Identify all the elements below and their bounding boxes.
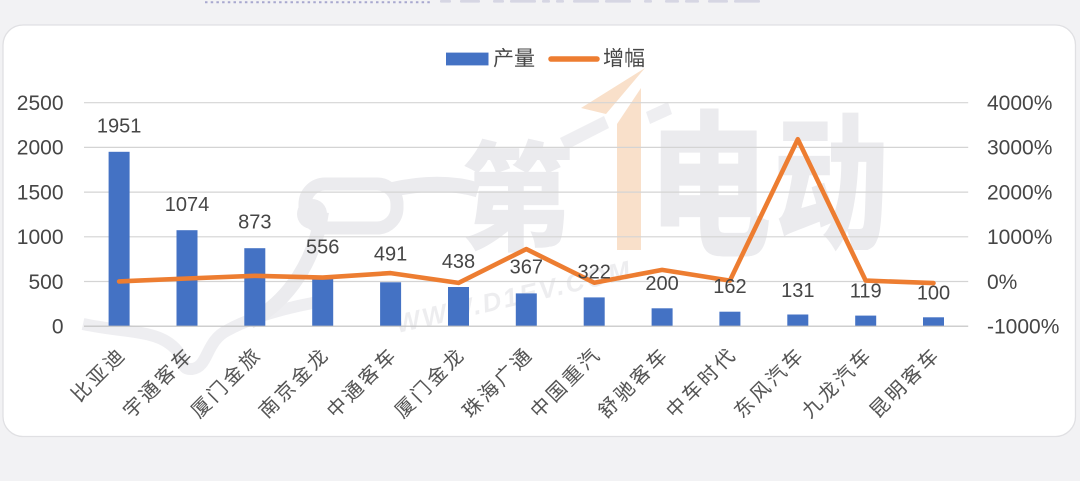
svg-text:491: 491 bbox=[374, 244, 407, 266]
svg-text:162: 162 bbox=[713, 276, 746, 298]
svg-text:200: 200 bbox=[645, 273, 678, 295]
svg-text:119: 119 bbox=[850, 281, 882, 303]
svg-text:-1000%: -1000% bbox=[987, 316, 1059, 339]
svg-text:1951: 1951 bbox=[97, 116, 142, 138]
svg-text:0: 0 bbox=[52, 316, 64, 339]
svg-text:0%: 0% bbox=[987, 271, 1017, 294]
svg-text:1500: 1500 bbox=[17, 181, 64, 204]
svg-text:3000%: 3000% bbox=[987, 137, 1052, 160]
svg-text:873: 873 bbox=[238, 212, 271, 234]
svg-text:1000%: 1000% bbox=[987, 226, 1052, 249]
svg-text:2000%: 2000% bbox=[987, 181, 1052, 204]
svg-text:100: 100 bbox=[917, 282, 950, 304]
svg-text:1074: 1074 bbox=[165, 194, 210, 216]
svg-text:1000: 1000 bbox=[17, 226, 64, 249]
svg-text:2000: 2000 bbox=[17, 137, 64, 160]
svg-text:438: 438 bbox=[442, 251, 475, 273]
svg-text:556: 556 bbox=[306, 237, 339, 259]
svg-text:367: 367 bbox=[510, 256, 543, 278]
svg-text:4000%: 4000% bbox=[987, 92, 1052, 115]
svg-text:2500: 2500 bbox=[17, 92, 64, 115]
svg-text:500: 500 bbox=[28, 271, 63, 294]
svg-text:322: 322 bbox=[578, 261, 611, 283]
svg-text:131: 131 bbox=[781, 280, 814, 302]
